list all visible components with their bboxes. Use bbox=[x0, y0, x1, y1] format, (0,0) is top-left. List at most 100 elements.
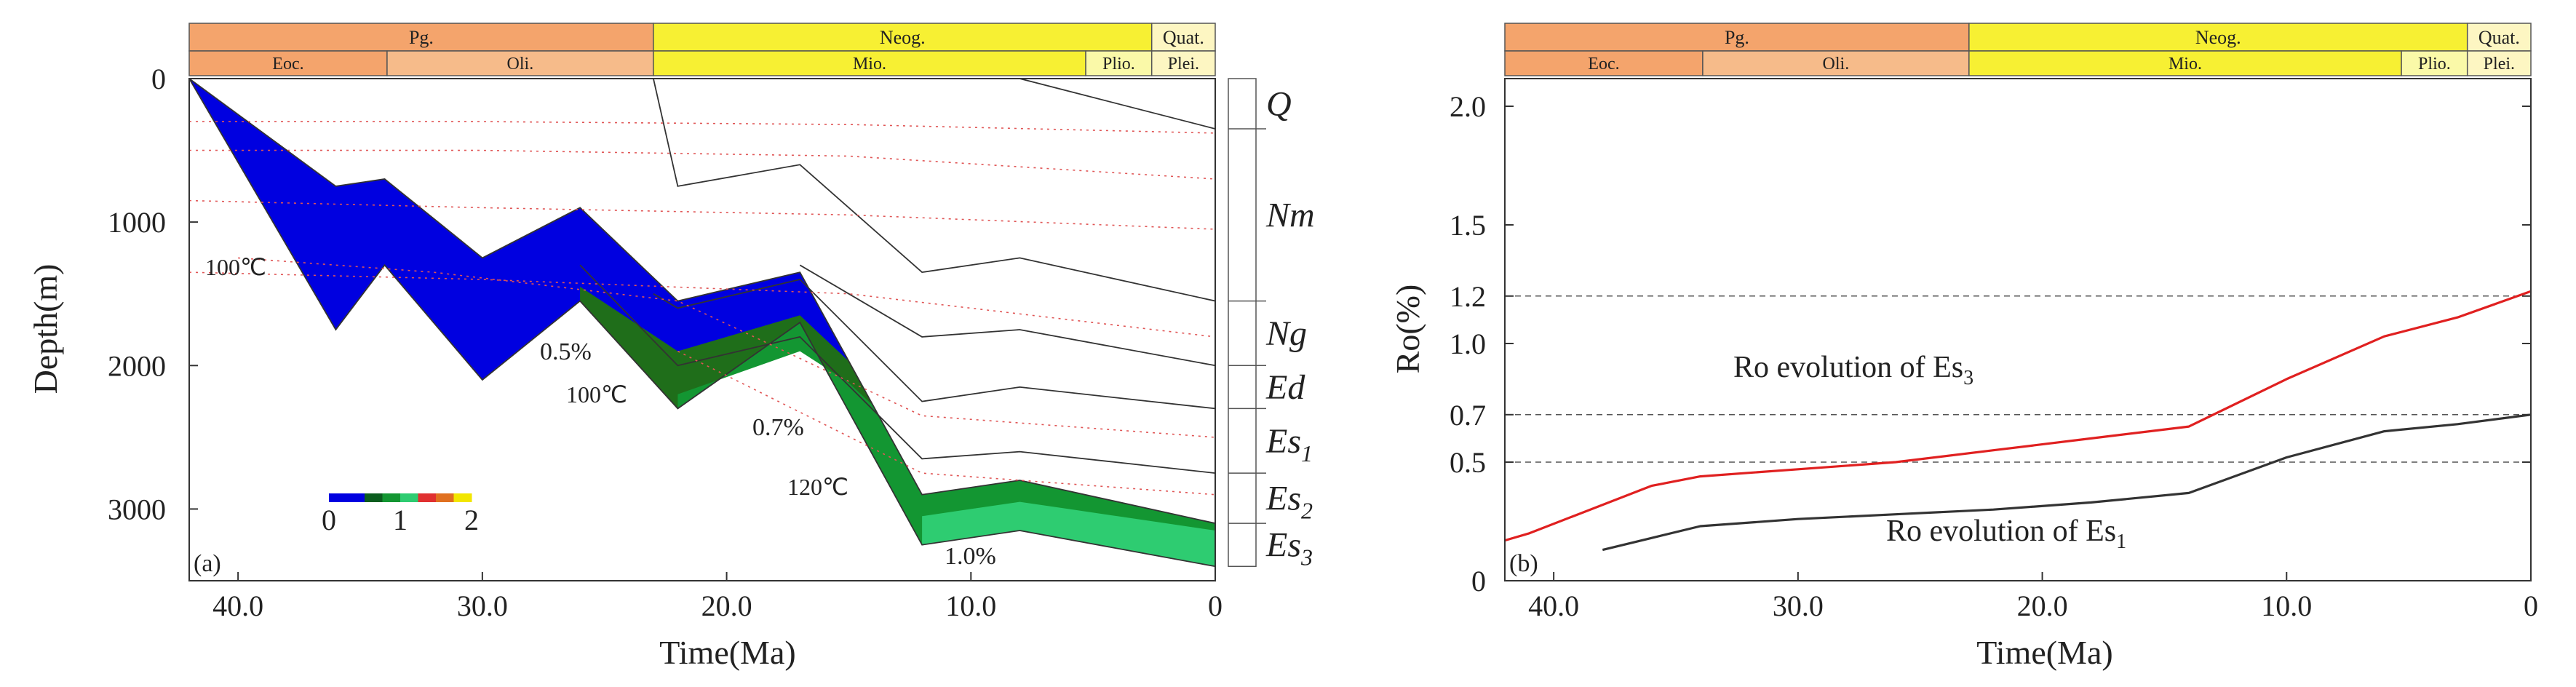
pa-epoch-label: Plio. bbox=[1102, 55, 1135, 74]
series-label-es3-sub: 3 bbox=[1963, 367, 1973, 389]
series-label-es3-base: Ro evolution of Es bbox=[1733, 351, 1963, 384]
panel-b-y-ticks: 0 0.5 0.7 1.0 1.2 1.5 2.0 bbox=[1450, 90, 2531, 597]
pa-period-label: Pg. bbox=[409, 27, 434, 48]
pa-xtick-label: 40.0 bbox=[212, 589, 263, 622]
pa-xtick-label: 30.0 bbox=[457, 589, 508, 622]
zone-ro-0-7 bbox=[677, 322, 1215, 567]
pb-epoch-label: Eoc. bbox=[1588, 55, 1619, 74]
pb-ytick-label: 0.5 bbox=[1450, 446, 1486, 479]
panel-a-label: (a) bbox=[194, 550, 221, 577]
formation-label-base: Es bbox=[1265, 422, 1301, 461]
pb-ytick-label: 0.7 bbox=[1450, 399, 1486, 432]
colorbar-tick-label: 2 bbox=[464, 504, 479, 536]
panel-a-ylabel: Depth(m) bbox=[27, 264, 64, 394]
series-label-es1-base: Ro evolution of Es bbox=[1886, 515, 2116, 548]
pb-xtick-label: 0 bbox=[2524, 589, 2538, 622]
pa-epoch-label: Plei. bbox=[1168, 55, 1199, 74]
formation-label: Ng bbox=[1265, 314, 1307, 353]
panel-a-time-scale: Pg. Neog. Quat. Eoc. Oli. Mio. Plio. Plei. bbox=[188, 23, 1216, 76]
formation-label: Es1 bbox=[1265, 422, 1313, 466]
burial-curve-q bbox=[922, 79, 1215, 130]
pb-epoch-label: Mio. bbox=[2168, 55, 2202, 74]
panel-b: Pg. Neog. Quat. Eoc. Oli. Mio. Plio. Plei. 40.0… bbox=[1389, 23, 2538, 671]
formation-label-base: Es bbox=[1265, 480, 1301, 518]
strat-column bbox=[1228, 78, 1257, 568]
pb-epoch-cell bbox=[1702, 50, 1970, 76]
panel-a-plot-frame bbox=[188, 78, 1216, 581]
burial-curve-ng bbox=[799, 264, 1215, 367]
pb-xtick-label: 20.0 bbox=[2017, 589, 2068, 622]
panel-a-x-ticks: 40.0 30.0 20.0 10.0 0 bbox=[212, 572, 1223, 622]
formation-label: Nm bbox=[1265, 196, 1315, 234]
panel-b-reference-lines bbox=[1505, 295, 2531, 463]
pa-epoch-label: Eoc. bbox=[272, 55, 303, 74]
panel-b-x-ticks: 40.0 30.0 20.0 10.0 0 bbox=[1528, 572, 2538, 622]
formation-label-sub: 2 bbox=[1301, 498, 1313, 524]
panel-b-xlabel: Time(Ma) bbox=[1976, 634, 2112, 671]
pb-ytick-label: 0 bbox=[1471, 565, 1486, 597]
pa-period-label: Quat. bbox=[1163, 27, 1204, 48]
annotation-ro-1-0: 1.0% bbox=[945, 543, 996, 570]
burial-curve-es2 bbox=[189, 79, 1215, 524]
formation-label: Ed bbox=[1265, 368, 1305, 407]
panel-a-xlabel: Time(Ma) bbox=[659, 634, 795, 671]
pb-epoch-label: Oli. bbox=[1823, 55, 1850, 74]
panel-a-colorbar: 0 1 2 bbox=[322, 493, 479, 536]
formation-label: Es3 bbox=[1265, 526, 1313, 571]
panel-a-maturity-zones bbox=[189, 79, 1215, 567]
pa-xtick-label: 20.0 bbox=[701, 589, 752, 622]
panel-b-series bbox=[1504, 290, 2532, 552]
burial-curve-ed bbox=[653, 279, 1215, 410]
pa-period-cell bbox=[653, 23, 1153, 52]
panel-b-plot-frame bbox=[1504, 78, 2532, 581]
panel-b-ylabel: Ro(%) bbox=[1389, 285, 1426, 374]
burial-curve-es1 bbox=[579, 264, 1215, 474]
colorbar-swatch bbox=[418, 493, 437, 502]
pb-epoch-cell bbox=[2401, 50, 2468, 76]
formation-label: Es2 bbox=[1265, 480, 1313, 524]
colorbar-swatch bbox=[346, 493, 365, 502]
pb-ytick-label: 1.5 bbox=[1450, 209, 1486, 242]
pa-period-cell bbox=[188, 23, 654, 52]
annotation-ro-0-7: 0.7% bbox=[752, 414, 804, 441]
series-label-es1: Ro evolution of Es1 bbox=[1886, 515, 2126, 553]
formation-label-sub: 3 bbox=[1300, 544, 1313, 571]
formation-label-base: Ng bbox=[1265, 314, 1307, 353]
zone-ro-1-0 bbox=[922, 501, 1215, 567]
pb-epoch-label: Plei. bbox=[2484, 55, 2515, 74]
series-label-es3: Ro evolution of Es3 bbox=[1733, 351, 1973, 389]
panel-a: Pg. Neog. Quat. Eoc. Oli. Mio. Plio. Plei. 40.0… bbox=[27, 23, 1315, 671]
pb-ytick-label: 1.0 bbox=[1450, 327, 1486, 360]
annotation-ro-0-5: 0.5% bbox=[540, 338, 592, 365]
series-line-es3 bbox=[1504, 290, 2532, 542]
panel-b-time-scale: Pg. Neog. Quat. Eoc. Oli. Mio. Plio. Plei. bbox=[1504, 23, 2532, 76]
pa-epoch-cell bbox=[1085, 50, 1153, 76]
pb-ytick-label: 2.0 bbox=[1450, 90, 1486, 123]
pa-epoch-label: Mio. bbox=[853, 55, 886, 74]
annotation-100c-lower: 100℃ bbox=[566, 381, 627, 408]
pb-epoch-label: Plio. bbox=[2418, 55, 2451, 74]
colorbar-swatch bbox=[382, 493, 401, 502]
formation-label-base: Ed bbox=[1265, 368, 1305, 407]
pb-period-label: Quat. bbox=[2478, 27, 2520, 48]
isotherm-dotted bbox=[189, 121, 1215, 134]
series-line-es1 bbox=[1602, 413, 2532, 552]
colorbar-swatch bbox=[365, 493, 383, 502]
pb-xtick-label: 10.0 bbox=[2261, 589, 2312, 622]
pb-xtick-label: 30.0 bbox=[1773, 589, 1824, 622]
pb-period-label: Pg. bbox=[1725, 27, 1749, 48]
pa-xtick-label: 0 bbox=[1208, 589, 1223, 622]
formation-label-base: Es bbox=[1265, 526, 1301, 565]
pa-epoch-label: Oli. bbox=[507, 55, 534, 74]
pb-period-label: Neog. bbox=[2195, 27, 2241, 48]
panel-a-burial-curves bbox=[189, 79, 1215, 568]
formation-label: Q bbox=[1266, 85, 1292, 124]
pa-ytick-label: 2000 bbox=[108, 349, 166, 382]
formation-label-sub: 1 bbox=[1301, 440, 1313, 466]
pa-epoch-cell bbox=[386, 50, 654, 76]
colorbar-tick-label: 0 bbox=[322, 504, 336, 536]
pb-epoch-cell bbox=[2466, 50, 2532, 76]
pb-epoch-cell bbox=[1968, 50, 2402, 76]
